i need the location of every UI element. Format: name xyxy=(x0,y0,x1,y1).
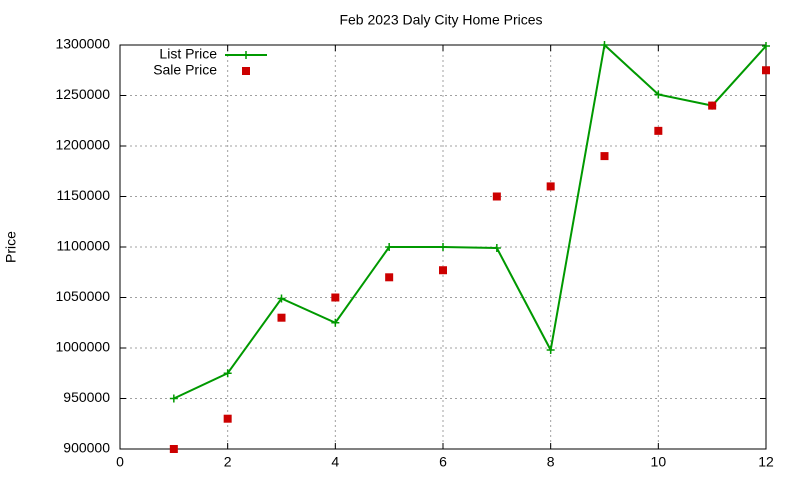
y-tick-label: 1000000 xyxy=(55,339,110,355)
x-tick-label: 12 xyxy=(758,454,774,470)
y-tick-label: 900000 xyxy=(63,440,110,456)
data-point xyxy=(708,101,717,110)
data-point xyxy=(762,42,770,51)
data-point xyxy=(492,192,501,201)
chart-title: Feb 2023 Daly City Home Prices xyxy=(339,12,542,28)
y-tick-label: 1200000 xyxy=(55,137,110,153)
data-point xyxy=(277,313,286,322)
data-line xyxy=(173,43,767,400)
plot-frame xyxy=(119,44,767,450)
data-point xyxy=(223,369,232,378)
x-tick-label: 4 xyxy=(331,454,339,470)
legend-marker xyxy=(242,67,250,75)
data-point xyxy=(762,66,770,75)
legend-marker xyxy=(242,51,250,59)
x-tick-label: 0 xyxy=(116,454,124,470)
legend-label: Sale Price xyxy=(153,62,217,78)
x-tick-label: 8 xyxy=(547,454,555,470)
data-point xyxy=(600,152,609,161)
data-point xyxy=(331,318,340,327)
y-tick-label: 1150000 xyxy=(57,187,111,203)
legend-label: List Price xyxy=(159,46,217,62)
data-point xyxy=(654,90,663,99)
data-point xyxy=(546,182,555,191)
data-point xyxy=(546,346,555,355)
y-tick-label: 1050000 xyxy=(55,288,110,304)
data-point xyxy=(169,394,178,403)
x-tick-label: 10 xyxy=(651,454,667,470)
data-point xyxy=(277,294,286,303)
x-tick-label: 6 xyxy=(439,454,447,470)
y-tick-label: 950000 xyxy=(63,389,110,405)
data-point xyxy=(439,266,447,275)
y-tick-label: 1250000 xyxy=(55,86,110,102)
y-tick-label: 1300000 xyxy=(55,36,110,52)
data-point xyxy=(492,244,501,253)
data-point xyxy=(385,243,394,251)
data-point xyxy=(600,41,609,49)
y-tick-label: 1100000 xyxy=(57,238,111,254)
y-axis-label: Price xyxy=(3,231,19,263)
data-point xyxy=(169,445,178,453)
data-point xyxy=(223,414,232,423)
data-point xyxy=(439,243,447,251)
data-point xyxy=(385,273,394,282)
x-tick-label: 2 xyxy=(224,454,232,470)
data-point xyxy=(654,126,663,135)
data-point xyxy=(331,293,340,302)
